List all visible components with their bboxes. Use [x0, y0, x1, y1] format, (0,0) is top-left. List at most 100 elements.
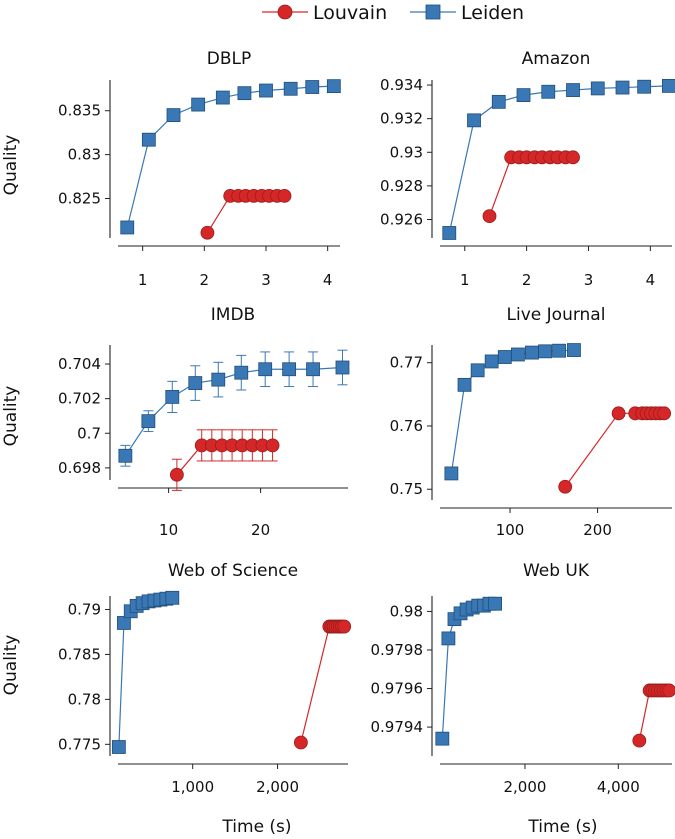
- y-tick-label: 0.9794: [371, 718, 424, 736]
- y-tick-label: 0.77: [390, 354, 423, 372]
- x-tick-label: 20: [251, 521, 270, 539]
- y-tick-label: 0.825: [58, 190, 101, 208]
- y-tick-label: 0.835: [58, 102, 101, 120]
- leiden-point: [457, 377, 472, 392]
- leiden-point: [435, 731, 450, 746]
- leiden-point: [538, 344, 552, 359]
- louvain-point: [566, 150, 580, 165]
- panel-1: Amazon 0.926 0.928 0.93 0.932 0.934 1 2 3 4: [380, 49, 675, 289]
- leiden-point: [165, 390, 180, 404]
- leiden-point: [615, 80, 630, 95]
- leiden-point: [662, 78, 675, 93]
- x-axis-title-right: Time (s): [527, 817, 597, 837]
- series-leiden: [444, 343, 581, 481]
- x-tick-label: 2: [200, 271, 210, 289]
- y-tick-label: 0.98: [390, 602, 423, 620]
- y-tick-label: 0.698: [58, 459, 101, 477]
- leiden-point: [590, 81, 605, 96]
- leiden-point: [215, 90, 230, 105]
- series-louvain: [558, 406, 672, 494]
- x-tick-label: 2,000: [503, 778, 546, 796]
- series-leiden: [435, 596, 502, 746]
- leiden-point: [488, 596, 502, 611]
- leiden-point: [237, 86, 252, 101]
- x-tick-label: 3: [584, 271, 594, 289]
- series-leiden: [111, 590, 180, 754]
- louvain-point: [632, 733, 647, 748]
- y-tick-label: 0.9798: [371, 641, 424, 659]
- series-leiden: [120, 79, 341, 235]
- panel-title: IMDB: [211, 305, 255, 325]
- leiden-point: [282, 362, 297, 377]
- louvain-point: [337, 619, 352, 634]
- series-louvain: [293, 619, 352, 750]
- panel-3: Live Journal 0.75 0.76 0.77 100 200: [390, 305, 672, 539]
- louvain-point: [277, 188, 292, 203]
- leiden-point: [165, 590, 180, 605]
- leiden-point: [120, 220, 135, 235]
- leiden-point: [211, 372, 226, 387]
- panel-2: IMDB 0.698 0.7 0.702 0.704 10 20: [58, 305, 350, 539]
- louvain-point: [482, 209, 497, 224]
- leiden-point: [552, 343, 566, 358]
- y-tick-label: 0.926: [380, 211, 423, 229]
- leiden-point: [141, 132, 156, 147]
- y-axis-title-row1: Quality: [1, 135, 21, 196]
- x-tick-label: 4: [323, 271, 333, 289]
- leiden-point: [484, 354, 499, 369]
- leiden-point: [444, 466, 459, 481]
- louvain-point: [169, 467, 184, 482]
- panel-title: Amazon: [522, 49, 591, 69]
- leiden-point: [258, 362, 273, 377]
- y-tick-label: 0.934: [380, 76, 423, 94]
- series-line: [126, 85, 334, 228]
- leiden-point: [467, 113, 481, 128]
- leiden-point: [306, 362, 320, 377]
- y-axis-title-row3: Quality: [1, 635, 21, 696]
- legend: Louvain Leiden: [262, 2, 524, 24]
- x-tick-label: 1: [138, 271, 148, 289]
- louvain-point: [657, 406, 672, 421]
- series-louvain: [200, 188, 292, 240]
- y-tick-label: 0.7: [77, 424, 101, 442]
- y-tick-label: 0.785: [58, 645, 101, 663]
- y-tick-label: 0.702: [58, 390, 101, 408]
- panel-0: DBLP 0.825 0.83 0.835 1 2 3 4: [58, 49, 341, 289]
- leiden-point: [141, 414, 156, 429]
- y-tick-label: 0.76: [390, 417, 423, 435]
- panel-4: Web of Science 0.775 0.78 0.785 0.79 1,000 2,0…: [58, 561, 352, 796]
- x-tick-label: 100: [496, 521, 525, 539]
- leiden-point: [567, 343, 581, 357]
- x-axis-title-left: Time (s): [221, 817, 291, 837]
- y-tick-label: 0.775: [58, 735, 101, 753]
- leiden-point: [525, 345, 539, 360]
- series-line: [638, 689, 670, 741]
- louvain-point: [611, 406, 626, 421]
- louvain-point: [200, 225, 215, 240]
- series-louvain: [169, 429, 280, 491]
- leiden-point: [470, 363, 485, 378]
- leiden-point: [305, 80, 320, 94]
- series-line: [300, 625, 345, 743]
- legend-louvain-label: Louvain: [313, 2, 387, 24]
- y-tick-label: 0.75: [390, 480, 423, 498]
- leiden-point: [191, 97, 206, 112]
- leiden-point: [511, 347, 525, 362]
- panel-title: Live Journal: [507, 305, 606, 325]
- y-tick-label: 0.9796: [371, 680, 424, 698]
- leiden-point: [497, 350, 512, 364]
- panel-title: DBLP: [207, 49, 251, 69]
- leiden-point: [637, 79, 652, 94]
- louvain-point: [265, 438, 280, 453]
- leiden-point: [335, 360, 350, 375]
- y-axis-title-row2: Quality: [1, 386, 21, 447]
- leiden-point: [118, 448, 133, 463]
- leiden-point: [516, 88, 531, 103]
- leiden-point: [541, 84, 556, 99]
- louvain-point: [293, 735, 308, 750]
- louvain-point: [662, 683, 675, 698]
- y-tick-label: 0.93: [390, 143, 423, 161]
- x-tick-label: 200: [583, 521, 612, 539]
- x-tick-label: 4: [646, 271, 656, 289]
